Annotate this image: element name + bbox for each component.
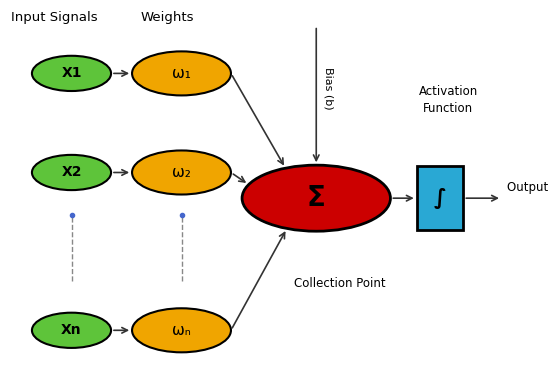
Ellipse shape [132,51,231,95]
Ellipse shape [132,150,231,195]
Text: Collection Point: Collection Point [294,277,386,290]
Ellipse shape [32,56,111,91]
Ellipse shape [32,155,111,190]
Text: Output (y): Output (y) [507,181,550,194]
Text: ω₁: ω₁ [172,66,191,81]
Text: Input Signals: Input Signals [11,11,98,24]
FancyBboxPatch shape [417,166,463,230]
Text: ωₙ: ωₙ [172,323,191,338]
Text: Xn: Xn [61,323,82,337]
Text: Weights: Weights [140,11,194,24]
Text: ω₂: ω₂ [172,165,191,180]
Text: Σ: Σ [307,184,326,212]
Text: X1: X1 [61,66,82,80]
Ellipse shape [242,165,390,231]
Ellipse shape [32,313,111,348]
Text: Activation
Function: Activation Function [419,85,478,115]
Ellipse shape [132,308,231,352]
Text: X2: X2 [61,166,82,179]
Text: ∫: ∫ [433,188,447,209]
Text: Bias (b): Bias (b) [323,67,333,109]
